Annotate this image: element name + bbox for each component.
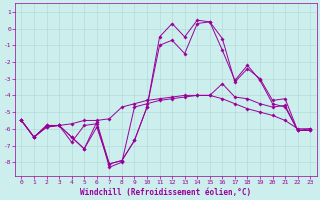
X-axis label: Windchill (Refroidissement éolien,°C): Windchill (Refroidissement éolien,°C) <box>80 188 252 197</box>
